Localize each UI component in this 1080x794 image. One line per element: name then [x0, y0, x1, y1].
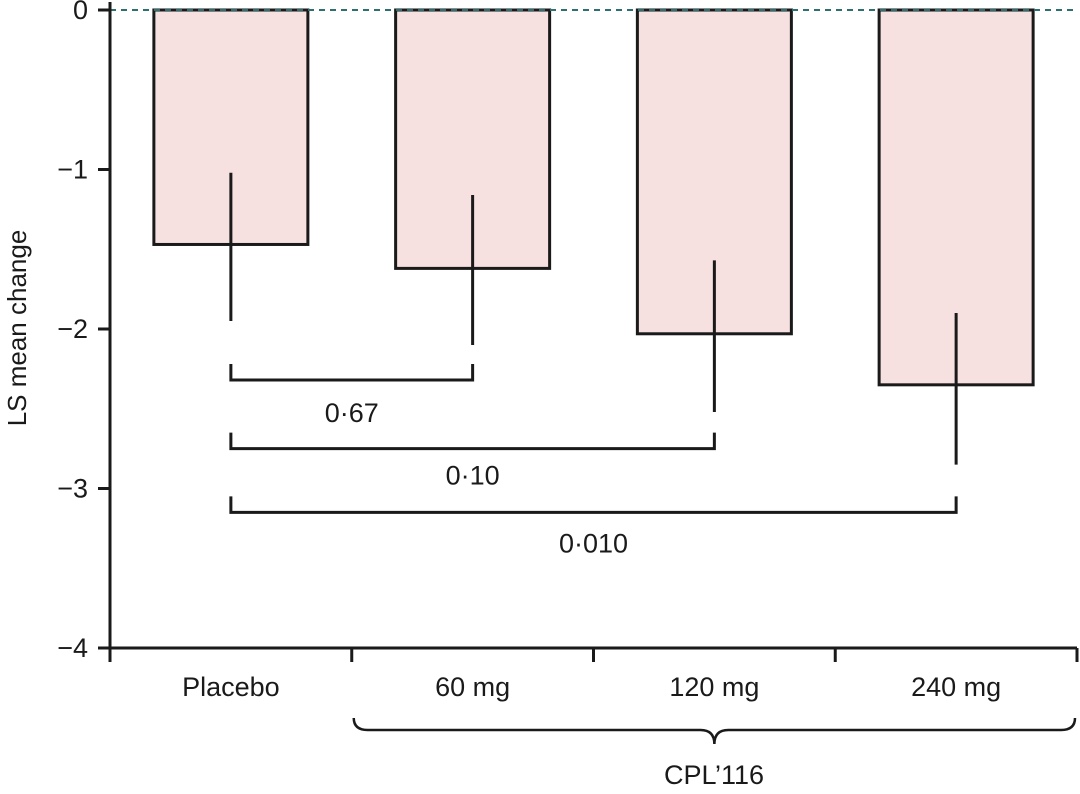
bar-120-mg: [635, 8, 793, 336]
x-tick-label: 240 mg: [911, 672, 1001, 702]
y-tick-label: −1: [57, 155, 88, 185]
comparison-bracket: [229, 496, 958, 514]
comparison-bracket: [229, 364, 475, 382]
y-axis-label: LS mean change: [2, 230, 32, 427]
group-bracket-layer: CPL’116: [352, 717, 1077, 790]
x-tick-label: 60 mg: [435, 672, 510, 702]
y-tick-label: 0: [73, 0, 88, 25]
group-brace: [352, 717, 1077, 745]
y-tick-label: −3: [57, 474, 88, 504]
y-tick-label: −4: [57, 633, 88, 663]
x-tick-label: Placebo: [182, 672, 280, 702]
group-label: CPL’116: [664, 760, 764, 790]
p-value-label: 0·010: [559, 528, 628, 558]
y-tick-label: −2: [57, 314, 88, 344]
error-bars-layer: [229, 172, 958, 465]
bars-layer: [152, 8, 1035, 387]
axes-layer: 0 −1 −2 −3 −4 Placebo 60 mg 120 mg 240 mg: [57, 0, 1079, 702]
p-value-label: 0·10: [446, 461, 500, 491]
comparison-bracket: [229, 432, 716, 451]
comparisons-layer: 0·67 0·10 0·010: [229, 364, 958, 558]
p-value-label: 0·67: [325, 398, 379, 428]
x-tick-label: 120 mg: [669, 672, 759, 702]
